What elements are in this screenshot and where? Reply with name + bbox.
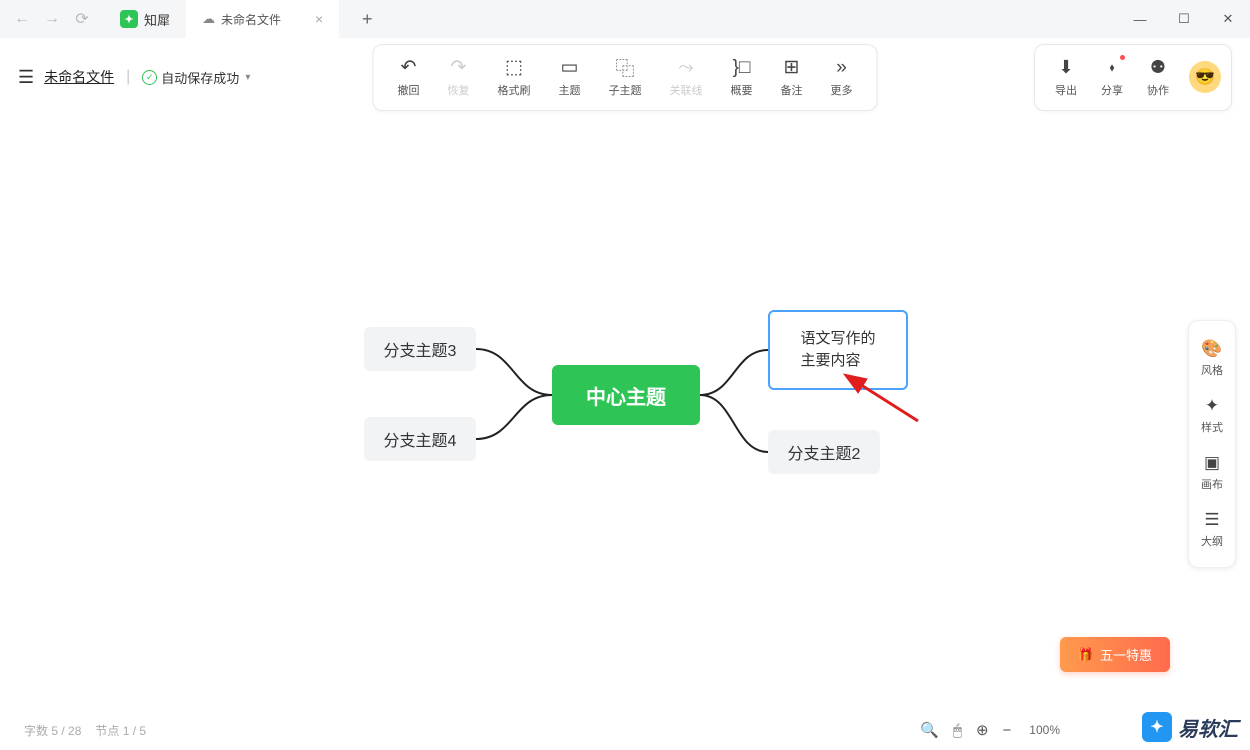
save-status-text: 自动保存成功	[161, 68, 239, 87]
relation-icon: ⤳	[678, 57, 693, 79]
outline-icon: ☰	[1204, 510, 1219, 530]
export-icon: ⬇	[1058, 57, 1073, 79]
mouse-icon[interactable]: 🖱	[953, 722, 962, 739]
side-style[interactable]: 🎨风格	[1195, 331, 1229, 386]
redo-icon: ↷	[451, 57, 467, 79]
canvas-icon: ▣	[1204, 453, 1220, 473]
notification-dot	[1120, 55, 1125, 60]
tool-format[interactable]: ⬚格式刷	[484, 53, 545, 102]
back-button[interactable]: ←	[8, 5, 36, 33]
toolbar-row: ☰ 未命名文件 | ✓ 自动保存成功 ▾ ↶撤回↷恢复⬚格式刷▭主题⿻子主题⤳关…	[0, 38, 1250, 116]
divider: |	[126, 68, 130, 86]
menu-icon[interactable]: ☰	[18, 67, 34, 88]
side-canvas[interactable]: ▣画布	[1195, 445, 1229, 500]
save-status[interactable]: ✓ 自动保存成功 ▾	[142, 68, 250, 87]
promo-icon: 🎁	[1078, 647, 1094, 663]
rtool-export[interactable]: ⬇导出	[1045, 53, 1087, 102]
tool-summary[interactable]: }□概要	[717, 53, 767, 102]
main-toolbar: ↶撤回↷恢复⬚格式刷▭主题⿻子主题⤳关联线}□概要⊞备注»更多	[373, 44, 878, 111]
rtool-share[interactable]: ⬪分享	[1091, 53, 1133, 102]
window-controls: — ☐ ✕	[1118, 0, 1250, 38]
avatar[interactable]: 😎	[1189, 61, 1221, 93]
promo-badge[interactable]: 🎁 五一特惠	[1060, 637, 1170, 672]
right-tools: ⬇导出⬪分享⚉协作 😎	[1034, 44, 1232, 111]
canvas[interactable]: 中心主题 分支主题3 分支主题4 语文写作的 主要内容分支主题2	[0, 116, 1250, 710]
side-panel: 🎨风格✦样式▣画布☰大纲	[1188, 320, 1236, 568]
zoom-out-icon[interactable]: −	[1003, 722, 1012, 739]
tool-topic[interactable]: ▭主题	[545, 53, 595, 102]
tool-note[interactable]: ⊞备注	[767, 53, 817, 102]
file-info: ☰ 未命名文件 | ✓ 自动保存成功 ▾	[18, 67, 250, 88]
nav-buttons: ← → ⟳	[0, 5, 104, 33]
collab-icon: ⚉	[1150, 57, 1166, 79]
side-format[interactable]: ✦样式	[1195, 388, 1229, 443]
target-icon[interactable]: ⊕	[976, 721, 989, 739]
mindmap-node-b1[interactable]: 语文写作的 主要内容	[768, 310, 908, 390]
tool-undo[interactable]: ↶撤回	[384, 53, 434, 102]
file-tab-name: 未命名文件	[221, 11, 281, 28]
dropdown-icon: ▾	[245, 72, 250, 83]
subtopic-icon: ⿻	[615, 57, 634, 79]
watermark-text: 易软汇	[1178, 713, 1238, 742]
bottom-bar: 字数 5 / 28 节点 1 / 5 🔍 🖱 ⊕ − 100%	[0, 710, 1250, 750]
check-icon: ✓	[142, 70, 157, 85]
file-name[interactable]: 未命名文件	[44, 67, 114, 87]
zoom-level: 100%	[1029, 723, 1060, 737]
forward-button[interactable]: →	[38, 5, 66, 33]
format-icon: ⬚	[505, 57, 523, 79]
close-button[interactable]: ✕	[1206, 0, 1250, 38]
stats: 字数 5 / 28 节点 1 / 5	[24, 722, 146, 739]
tab-close-icon[interactable]: ×	[315, 11, 323, 27]
mindmap-center-node[interactable]: 中心主题	[552, 365, 700, 425]
topic-icon: ▭	[561, 57, 579, 79]
new-tab-button[interactable]: +	[355, 7, 379, 31]
summary-icon: }□	[733, 57, 751, 79]
mindmap-node-b3[interactable]: 分支主题3	[364, 327, 476, 371]
tool-more[interactable]: »更多	[817, 53, 867, 102]
format-icon: ✦	[1205, 396, 1219, 416]
more-icon: »	[836, 57, 847, 79]
tool-subtopic[interactable]: ⿻子主题	[595, 53, 656, 102]
share-icon: ⬪	[1109, 57, 1114, 79]
tool-relation: ⤳关联线	[656, 53, 717, 102]
tool-redo: ↷恢复	[434, 53, 484, 102]
app-tab[interactable]: ✦ 知犀	[104, 0, 186, 38]
app-logo-icon: ✦	[120, 10, 138, 28]
undo-icon: ↶	[401, 57, 417, 79]
search-icon[interactable]: 🔍	[920, 721, 939, 739]
promo-text: 五一特惠	[1100, 645, 1152, 664]
title-bar: ← → ⟳ ✦ 知犀 ☁ 未命名文件 × + — ☐ ✕	[0, 0, 1250, 38]
cloud-icon: ☁	[202, 11, 215, 27]
file-tab[interactable]: ☁ 未命名文件 ×	[186, 0, 339, 38]
zoom-controls: 🔍 🖱 ⊕ − 100%	[920, 721, 1060, 739]
minimize-button[interactable]: —	[1118, 0, 1162, 38]
note-icon: ⊞	[784, 57, 800, 79]
mindmap-node-b2[interactable]: 分支主题2	[768, 430, 880, 474]
refresh-button[interactable]: ⟳	[68, 5, 96, 33]
rtool-collab[interactable]: ⚉协作	[1137, 53, 1179, 102]
side-outline[interactable]: ☰大纲	[1195, 502, 1229, 557]
maximize-button[interactable]: ☐	[1162, 0, 1206, 38]
style-icon: 🎨	[1201, 339, 1222, 359]
app-name: 知犀	[144, 10, 170, 29]
watermark: ✦ 易软汇	[1142, 712, 1238, 742]
watermark-logo-icon: ✦	[1142, 712, 1172, 742]
mindmap-node-b4[interactable]: 分支主题4	[364, 417, 476, 461]
